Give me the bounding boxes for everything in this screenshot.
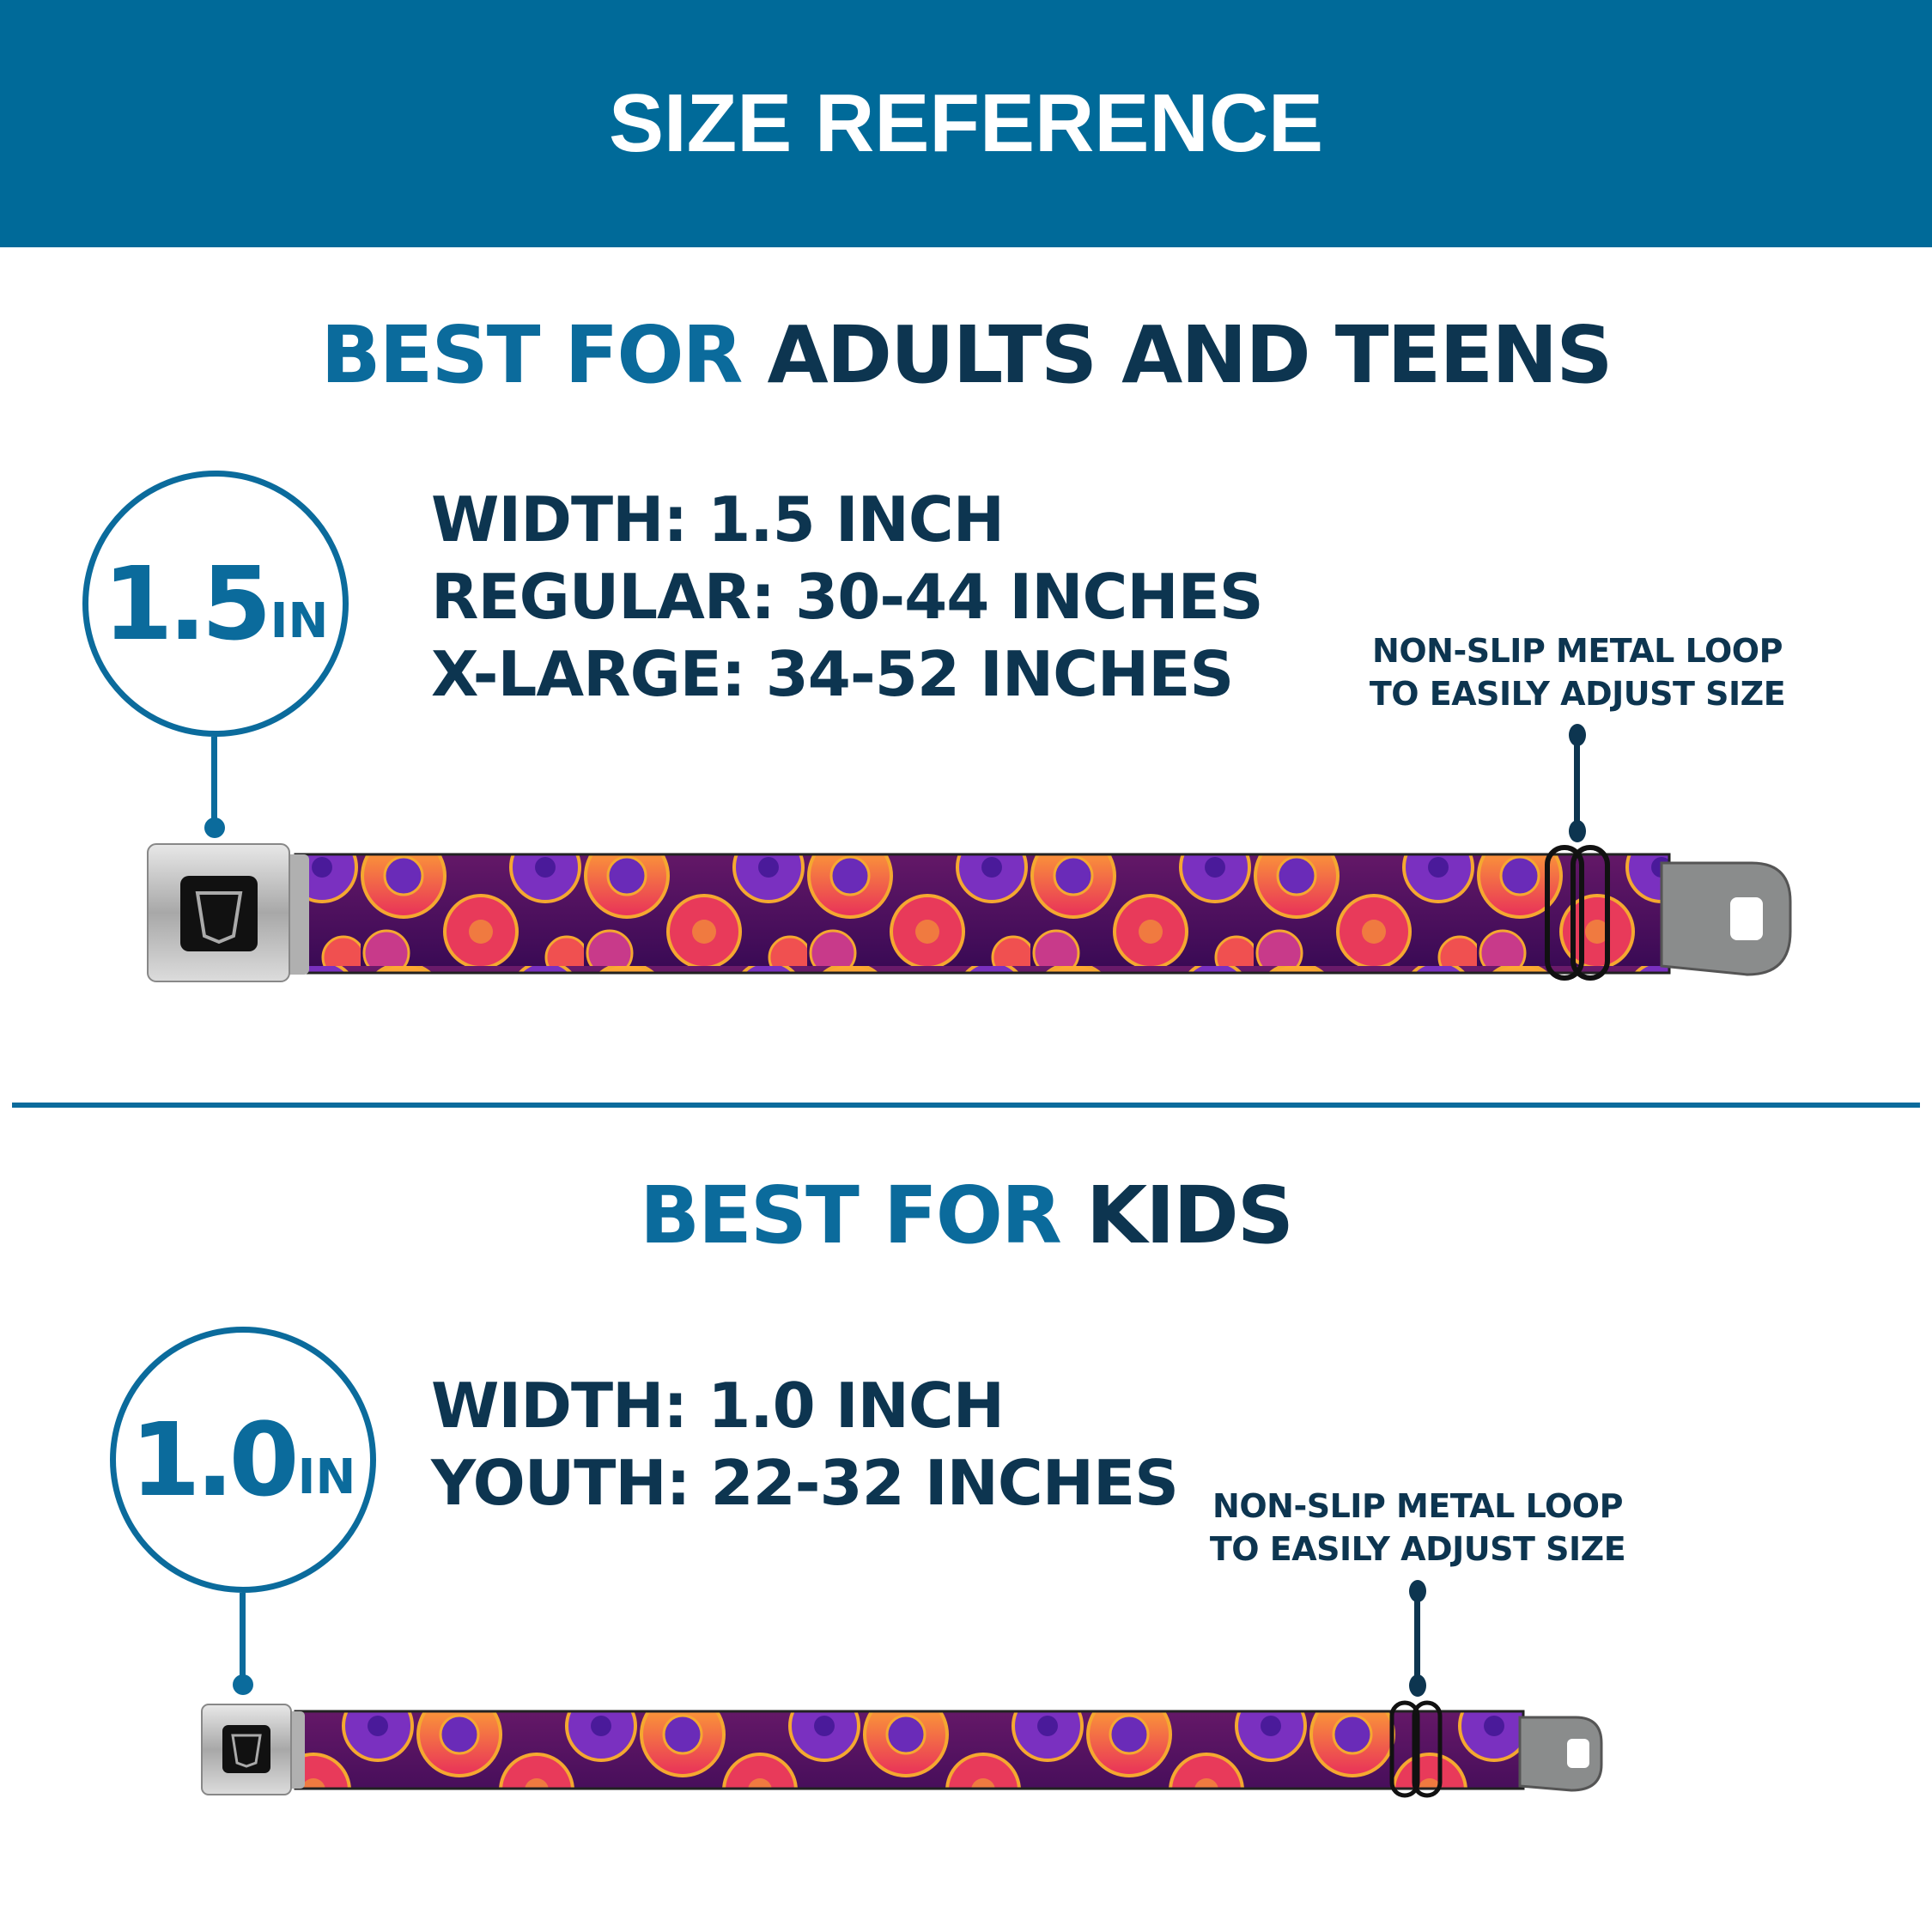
badge-connector-line <box>240 1593 246 1683</box>
adjuster-loop-icon <box>1389 1700 1443 1798</box>
buckle-icon <box>147 843 309 982</box>
seatbelt-belt-adults <box>147 843 1792 982</box>
badge-value: 1.5 <box>102 544 272 663</box>
spec-list-adults: WIDTH: 1.5 INCH REGULAR: 30-44 INCHES X-… <box>431 481 1264 713</box>
header-banner <box>0 0 1932 247</box>
patterned-strap <box>294 853 1671 975</box>
width-badge-adults: 1.5 IN <box>82 471 349 737</box>
badge-connector-dot <box>233 1674 253 1695</box>
page-title: SIZE REFERENCE <box>608 77 1324 169</box>
section-divider <box>12 1103 1920 1108</box>
metal-tab-icon <box>1660 861 1792 976</box>
annotation-line: TO EASILY ADJUST SIZE <box>1369 675 1786 713</box>
badge-connector-line <box>211 737 217 827</box>
loop-annotation-kids: NON-SLIP METAL LOOP TO EASILY ADJUST SIZ… <box>1188 1485 1647 1571</box>
section-heading-kids: BEST FOR KIDS <box>0 1170 1932 1261</box>
annotation-dot-bottom <box>1409 1674 1426 1697</box>
badge-value: 1.0 <box>130 1400 300 1519</box>
spec-width: WIDTH: 1.0 INCH <box>431 1370 1005 1442</box>
width-badge-kids: 1.0 IN <box>110 1327 376 1593</box>
heading-main: KIDS <box>1085 1170 1294 1261</box>
annotation-line: TO EASILY ADJUST SIZE <box>1209 1530 1626 1568</box>
spec-regular: REGULAR: 30-44 INCHES <box>431 561 1264 633</box>
annotation-line: NON-SLIP METAL LOOP <box>1372 632 1783 670</box>
section-heading-adults: BEST FOR ADULTS AND TEENS <box>0 309 1932 401</box>
spec-list-kids: WIDTH: 1.0 INCH YOUTH: 22-32 INCHES <box>431 1367 1179 1522</box>
metal-tab-icon <box>1518 1716 1603 1792</box>
patterned-strap <box>294 1710 1525 1790</box>
badge-unit: IN <box>297 1449 356 1505</box>
annotation-line: NON-SLIP METAL LOOP <box>1212 1487 1623 1525</box>
spec-xlarge: X-LARGE: 34-52 INCHES <box>431 638 1234 710</box>
badge-unit: IN <box>270 592 329 649</box>
annotation-line <box>1574 735 1580 829</box>
adjuster-loop-icon <box>1545 845 1610 981</box>
buckle-icon <box>201 1704 305 1795</box>
seatbelt-belt-kids <box>201 1700 1603 1798</box>
spec-width: WIDTH: 1.5 INCH <box>431 483 1005 556</box>
spec-youth: YOUTH: 22-32 INCHES <box>431 1447 1179 1519</box>
heading-accent: BEST FOR <box>639 1170 1062 1261</box>
heading-main: ADULTS AND TEENS <box>767 309 1613 401</box>
loop-annotation-adults: NON-SLIP METAL LOOP TO EASILY ADJUST SIZ… <box>1348 629 1807 715</box>
annotation-dot-bottom <box>1569 820 1586 842</box>
heading-accent: BEST FOR <box>320 309 744 401</box>
annotation-line <box>1414 1591 1420 1684</box>
badge-connector-dot <box>204 817 225 838</box>
